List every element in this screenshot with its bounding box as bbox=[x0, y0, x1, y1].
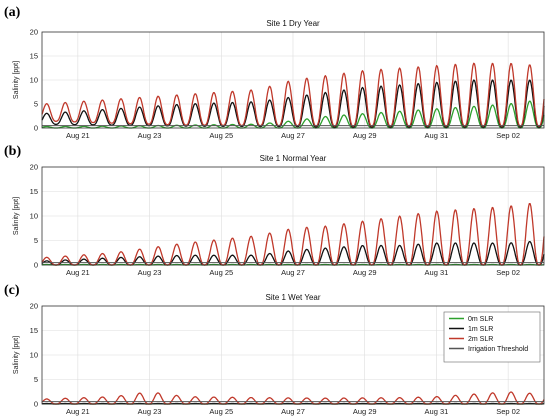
y-tick-label: 20 bbox=[30, 28, 38, 37]
y-tick-label: 10 bbox=[30, 76, 38, 85]
x-tick-label: Aug 27 bbox=[281, 407, 305, 416]
y-tick-label: 5 bbox=[34, 375, 38, 384]
x-tick-label: Aug 23 bbox=[138, 407, 162, 416]
y-tick-label: 20 bbox=[30, 302, 38, 311]
y-axis-label: Salinity [ppt] bbox=[13, 336, 20, 374]
y-tick-label: 20 bbox=[30, 163, 38, 172]
x-tick-label: Aug 31 bbox=[425, 407, 449, 416]
y-tick-label: 10 bbox=[30, 212, 38, 221]
x-tick-label: Aug 25 bbox=[209, 131, 233, 140]
panel-label: (b) bbox=[4, 144, 21, 159]
y-tick-label: 15 bbox=[30, 187, 38, 196]
x-tick-label: Sep 02 bbox=[496, 407, 520, 416]
legend-box bbox=[443, 311, 541, 363]
chart-title: Site 1 Normal Year bbox=[260, 154, 327, 163]
x-tick-label: Aug 21 bbox=[66, 131, 90, 140]
y-tick-label: 10 bbox=[30, 351, 38, 360]
x-tick-label: Aug 25 bbox=[209, 407, 233, 416]
x-tick-label: Aug 27 bbox=[281, 131, 305, 140]
series-line bbox=[41, 62, 545, 127]
plot-frame bbox=[41, 166, 545, 266]
plot-frame bbox=[41, 31, 545, 129]
x-tick-label: Aug 29 bbox=[353, 407, 377, 416]
series-group bbox=[41, 62, 545, 129]
y-tick-label: 0 bbox=[34, 400, 38, 409]
legend: 0m SLR 1m SLR 2m SLR Irrigation Threshold bbox=[443, 311, 541, 363]
x-tick-label: Aug 23 bbox=[138, 268, 162, 277]
legend-label: 1m SLR bbox=[468, 326, 493, 333]
chart-title: Site 1 Dry Year bbox=[266, 19, 320, 28]
x-tick-label: Aug 29 bbox=[353, 268, 377, 277]
legend-label: 0m SLR bbox=[468, 316, 493, 323]
x-tick-label: Aug 31 bbox=[425, 268, 449, 277]
y-tick-label: 0 bbox=[34, 124, 38, 133]
x-tick-label: Sep 02 bbox=[496, 268, 520, 277]
x-tick-label: Aug 23 bbox=[138, 131, 162, 140]
chart-title: Site 1 Wet Year bbox=[266, 293, 321, 302]
x-tick-label: Aug 21 bbox=[66, 268, 90, 277]
x-tick-label: Aug 27 bbox=[281, 268, 305, 277]
panel-label: (a) bbox=[4, 5, 21, 20]
x-tick-label: Aug 29 bbox=[353, 131, 377, 140]
y-axis-label: Salinity [ppt] bbox=[13, 61, 20, 99]
y-tick-label: 5 bbox=[34, 100, 38, 109]
x-tick-label: Aug 31 bbox=[425, 131, 449, 140]
x-tick-label: Aug 25 bbox=[209, 268, 233, 277]
panel-label: (c) bbox=[4, 283, 20, 298]
y-tick-label: 5 bbox=[34, 236, 38, 245]
x-tick-label: Sep 02 bbox=[496, 131, 520, 140]
y-tick-label: 15 bbox=[30, 326, 38, 335]
legend-label: Irrigation Threshold bbox=[468, 346, 528, 353]
x-tick-label: Aug 21 bbox=[66, 407, 90, 416]
series-line bbox=[41, 202, 545, 266]
y-tick-label: 0 bbox=[34, 261, 38, 270]
legend-label: 2m SLR bbox=[468, 336, 493, 343]
y-tick-label: 15 bbox=[30, 52, 38, 61]
y-axis-label: Salinity [ppt] bbox=[13, 197, 20, 235]
plot-frame bbox=[41, 305, 545, 405]
